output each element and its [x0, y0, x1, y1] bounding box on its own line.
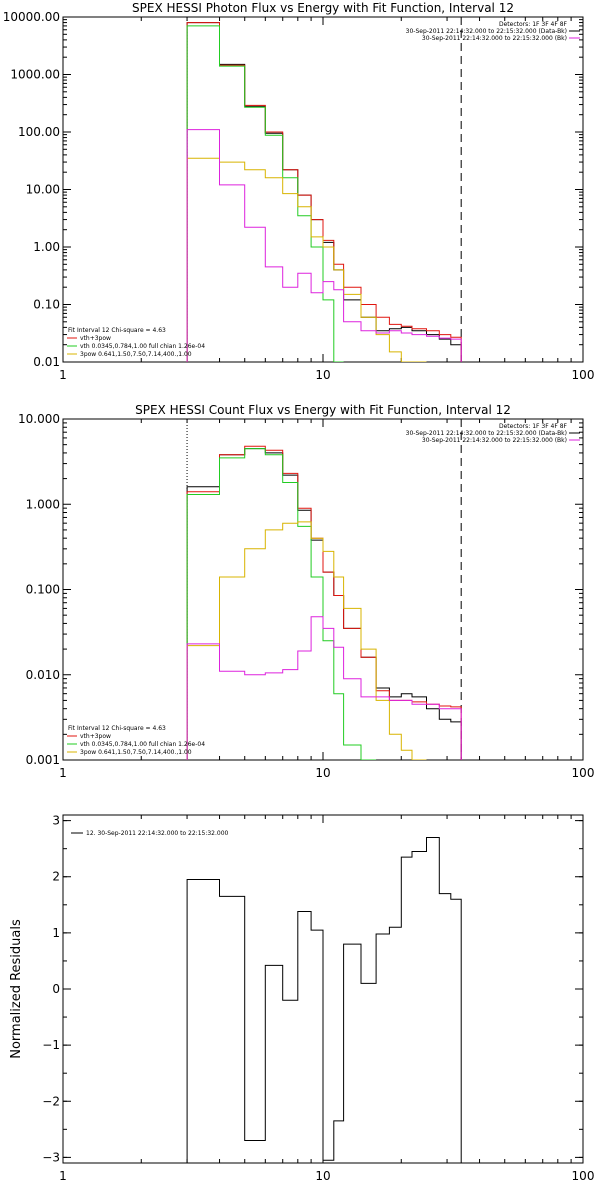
y-tick-label: −2 — [42, 1094, 60, 1108]
y-tick-label: 10.000 — [18, 412, 60, 426]
y-tick-label: 1 — [52, 926, 60, 940]
y-tick-label: 10.00 — [26, 183, 60, 197]
y-tick-label: 1.00 — [33, 240, 60, 254]
y-tick-label: −3 — [42, 1150, 60, 1164]
series-data-line — [186, 448, 462, 760]
y-tick-label: 0.010 — [26, 668, 60, 682]
chart-title: SPEX HESSI Photon Flux vs Energy with Fi… — [132, 1, 514, 15]
series-powerlaw-line — [186, 157, 427, 362]
series-background-line — [186, 129, 462, 362]
legend-top-text: Detectors: 1F 3F 4F 8F — [499, 423, 568, 430]
y-tick-label: 0.100 — [26, 583, 60, 597]
legend-bottom-text: vth 0.0345,0.784,1.00 full chian 1.26e-0… — [80, 741, 205, 748]
legend-bottom-text: 3pow 0.641,1.50,7.50,7.14,400.,1.00 — [80, 351, 192, 358]
series-thermal-line — [186, 448, 377, 760]
y-tick-label: 0.10 — [33, 298, 60, 312]
x-tick-label: 10 — [315, 368, 330, 382]
legend-top-text: 30-Sep-2011 22:14:32.000 to 22:15:32.000… — [422, 35, 567, 42]
photon-flux-panel: SPEX HESSI Photon Flux vs Energy with Fi… — [3, 1, 595, 382]
series-powerlaw-line — [186, 521, 427, 760]
series-total-line — [186, 22, 462, 362]
y-tick-label: 3 — [52, 814, 60, 828]
legend-bottom-text: vth+3pow — [80, 335, 111, 342]
chart-title: SPEX HESSI Count Flux vs Energy with Fit… — [135, 403, 511, 417]
legend-top-text: Detectors: 1F 3F 4F 8F — [499, 21, 568, 28]
y-axis-label: Normalized Residuals — [9, 919, 24, 1059]
series-data-line — [186, 22, 462, 362]
y-tick-label: 0 — [52, 982, 60, 996]
legend-bottom-text: vth 0.0345,0.784,1.00 full chian 1.26e-0… — [80, 343, 205, 350]
legend-bottom-text: vth+3pow — [80, 733, 111, 740]
y-tick-label: 10000.00 — [3, 10, 60, 24]
x-tick-label: 1 — [59, 766, 67, 780]
y-tick-label: 0.01 — [33, 355, 60, 369]
y-tick-label: 1.000 — [26, 497, 60, 511]
y-tick-label: 2 — [52, 870, 60, 884]
legend-top-text: 30-Sep-2011 22:14:32.000 to 22:15:32.000… — [422, 437, 567, 444]
legend-residual-text: 12. 30-Sep-2011 22:14:32.000 to 22:15:32… — [86, 830, 229, 837]
x-tick-label: 1 — [59, 1169, 67, 1183]
series-data-line — [186, 837, 462, 1163]
legend-bottom-text: Fit Interval 12 Chi-square = 4.63 — [68, 725, 166, 732]
x-tick-label: 1 — [59, 368, 67, 382]
legend-top-text: 30-Sep-2011 22:14:32.000 to 22:15:32.000… — [406, 430, 567, 437]
y-tick-label: 0.001 — [26, 753, 60, 767]
x-tick-label: 10 — [315, 1169, 330, 1183]
x-tick-label: 100 — [572, 368, 595, 382]
x-tick-label: 100 — [572, 766, 595, 780]
count-flux-panel: SPEX HESSI Count Flux vs Energy with Fit… — [18, 403, 594, 780]
y-tick-label: 1000.00 — [10, 68, 60, 82]
legend-bottom-text: Fit Interval 12 Chi-square = 4.63 — [68, 327, 166, 334]
legend-top-text: 30-Sep-2011 22:14:32.000 to 22:15:32.000… — [406, 28, 567, 35]
series-thermal-line — [186, 25, 344, 362]
plot-frame — [62, 16, 584, 363]
series-background-line — [186, 616, 462, 760]
y-tick-label: 100.00 — [18, 125, 60, 139]
legend-bottom-text: 3pow 0.641,1.50,7.50,7.14,400.,1.00 — [80, 749, 192, 756]
x-tick-label: 10 — [315, 766, 330, 780]
series-total-line — [186, 445, 462, 760]
y-tick-label: −1 — [42, 1038, 60, 1052]
x-tick-label: 100 — [572, 1169, 595, 1183]
